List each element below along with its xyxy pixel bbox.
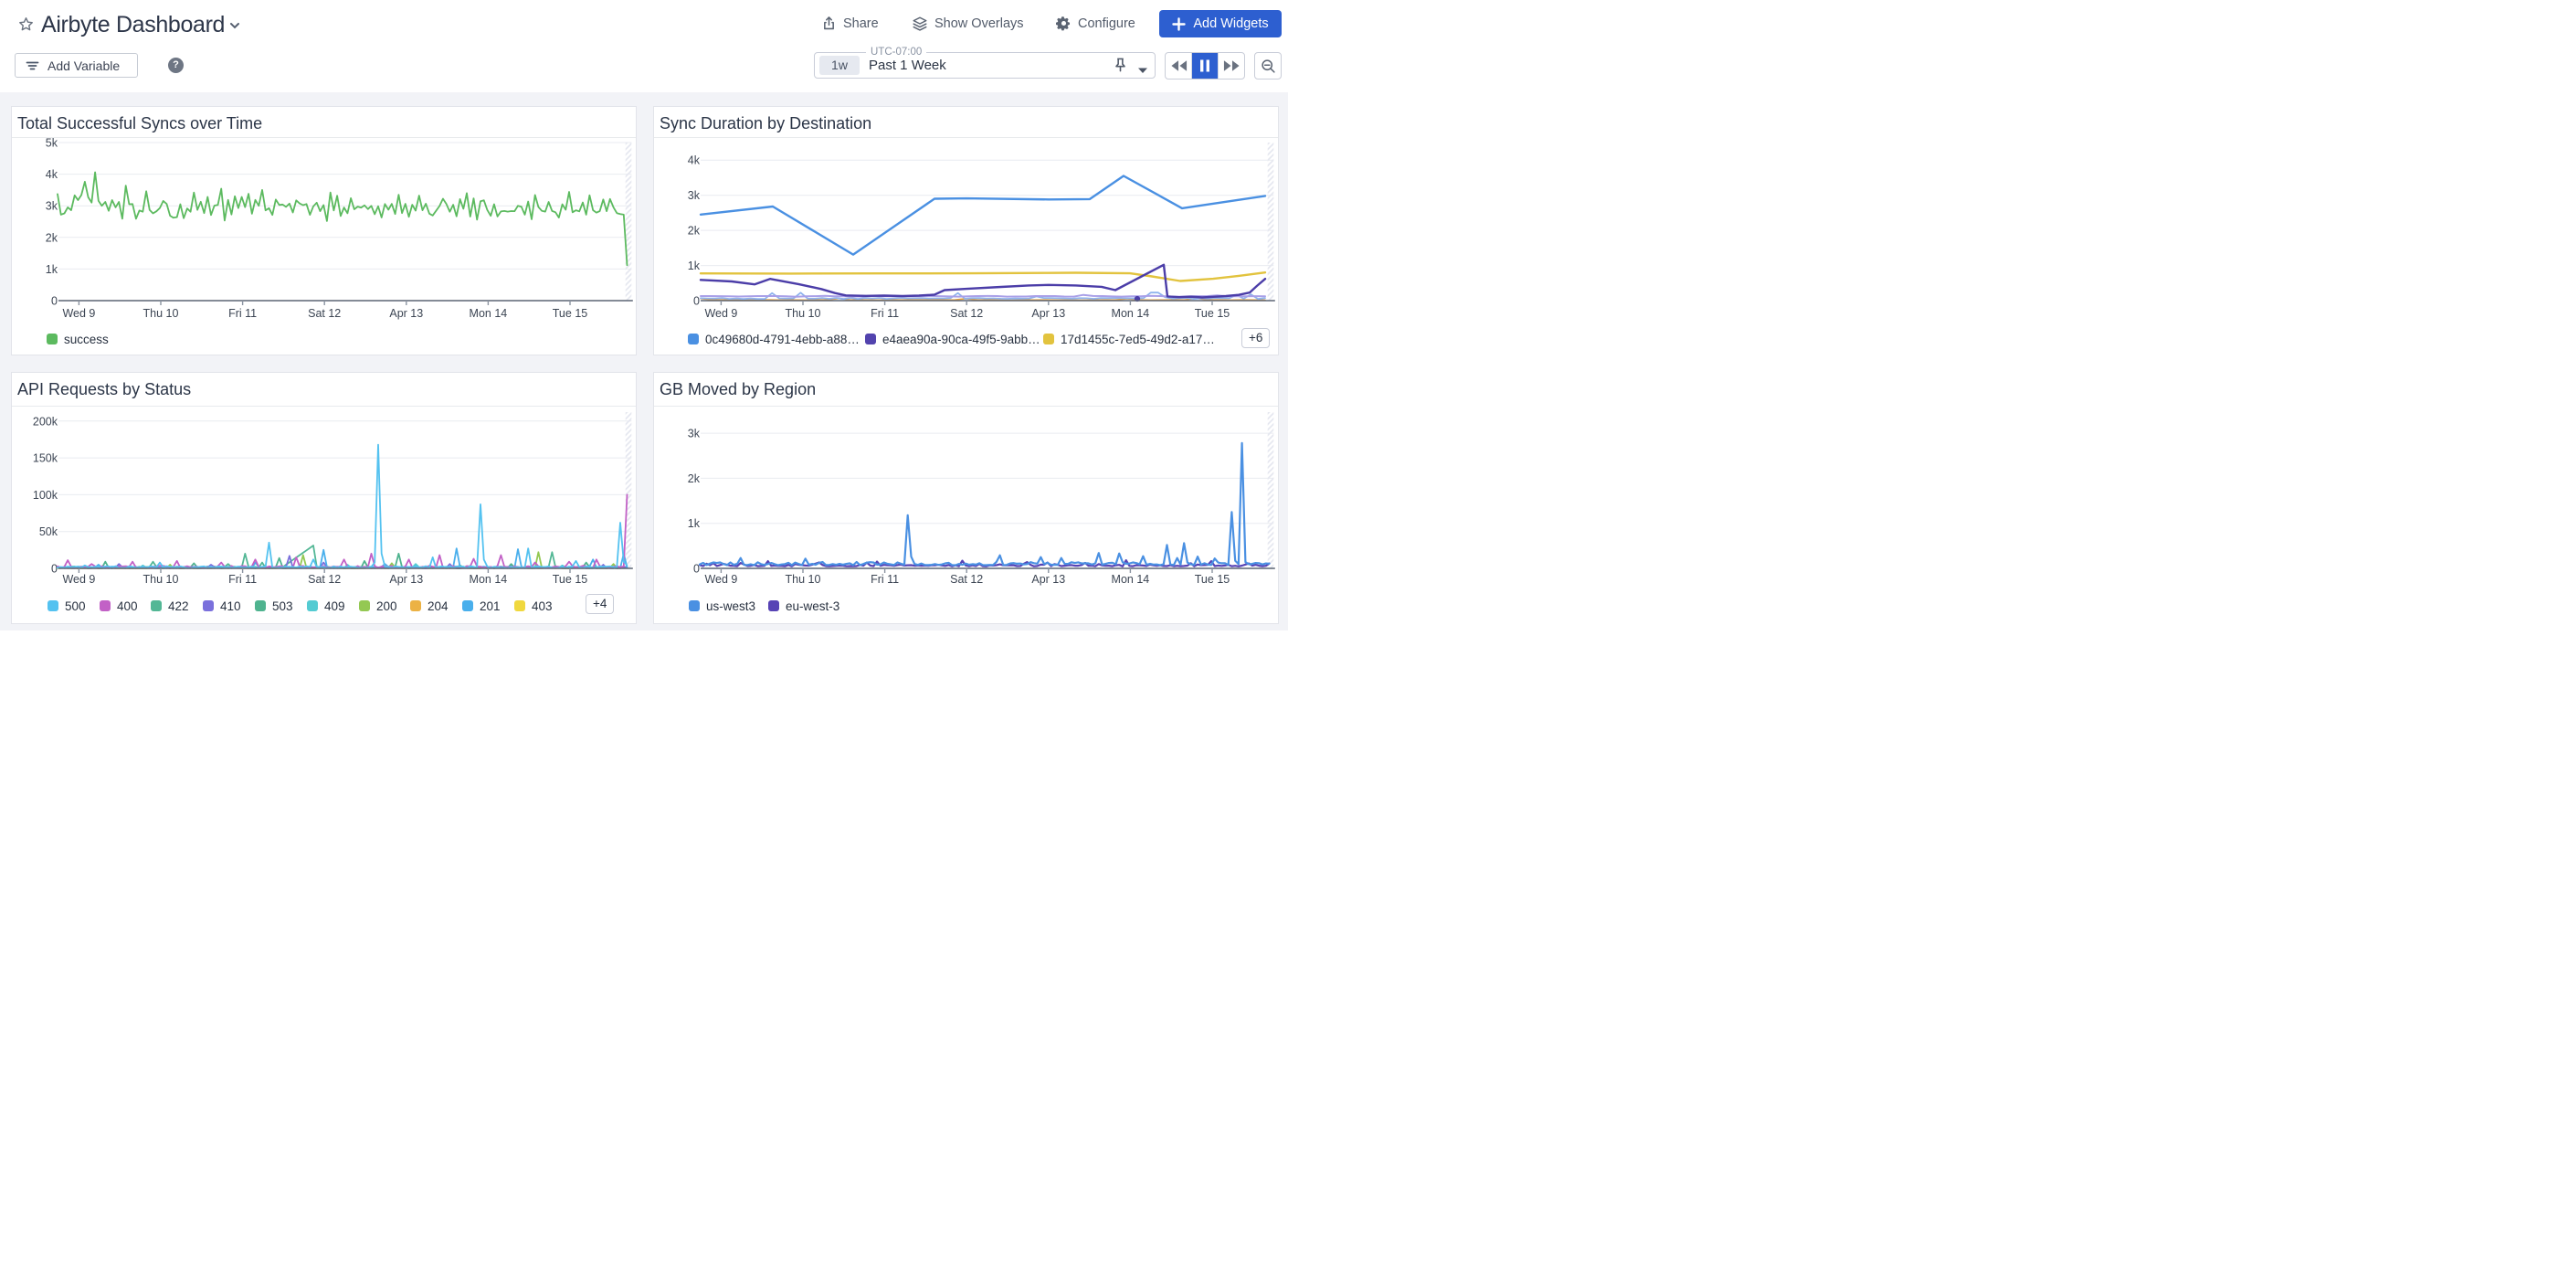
svg-text:100k: 100k: [33, 488, 58, 501]
svg-text:Apr 13: Apr 13: [1031, 307, 1065, 320]
svg-text:Mon 14: Mon 14: [1112, 307, 1150, 320]
svg-text:0: 0: [693, 295, 700, 308]
svg-text:Wed 9: Wed 9: [704, 307, 737, 320]
svg-text:200k: 200k: [33, 415, 58, 428]
svg-text:Fri 11: Fri 11: [871, 573, 899, 586]
svg-text:Tue 15: Tue 15: [1195, 307, 1230, 320]
svg-text:Fri 11: Fri 11: [228, 573, 257, 586]
svg-text:4k: 4k: [688, 154, 701, 167]
svg-text:2k: 2k: [688, 225, 701, 238]
svg-text:2k: 2k: [688, 472, 701, 484]
svg-text:Tue 15: Tue 15: [553, 573, 588, 586]
svg-text:Thu 10: Thu 10: [786, 573, 821, 586]
svg-text:Fri 11: Fri 11: [228, 307, 257, 320]
svg-text:Sat 12: Sat 12: [308, 307, 341, 320]
svg-text:Sat 12: Sat 12: [950, 307, 983, 320]
svg-text:Apr 13: Apr 13: [1031, 573, 1065, 586]
svg-text:150k: 150k: [33, 451, 58, 464]
svg-text:Fri 11: Fri 11: [871, 307, 899, 320]
svg-text:5k: 5k: [46, 138, 58, 150]
svg-text:3k: 3k: [688, 427, 701, 440]
svg-text:Mon 14: Mon 14: [1112, 573, 1150, 586]
svg-text:1k: 1k: [46, 263, 58, 276]
svg-text:2k: 2k: [46, 231, 58, 244]
svg-text:0: 0: [693, 562, 700, 575]
svg-text:Tue 15: Tue 15: [553, 307, 588, 320]
svg-text:Mon 14: Mon 14: [470, 573, 508, 586]
svg-text:1k: 1k: [688, 260, 701, 272]
svg-text:Mon 14: Mon 14: [470, 307, 508, 320]
svg-text:Thu 10: Thu 10: [786, 307, 821, 320]
svg-text:3k: 3k: [46, 200, 58, 213]
svg-text:0: 0: [51, 562, 58, 575]
svg-text:3k: 3k: [688, 189, 701, 202]
svg-text:4k: 4k: [46, 168, 58, 181]
svg-text:50k: 50k: [39, 525, 58, 538]
svg-text:Thu 10: Thu 10: [143, 573, 179, 586]
svg-text:Tue 15: Tue 15: [1195, 573, 1230, 586]
svg-text:0: 0: [51, 295, 58, 308]
svg-text:Thu 10: Thu 10: [143, 307, 179, 320]
svg-text:Wed 9: Wed 9: [62, 307, 95, 320]
svg-text:Apr 13: Apr 13: [389, 307, 423, 320]
svg-text:Sat 12: Sat 12: [308, 573, 341, 586]
svg-text:1k: 1k: [688, 517, 701, 530]
svg-text:Wed 9: Wed 9: [62, 573, 95, 586]
svg-text:Apr 13: Apr 13: [389, 573, 423, 586]
svg-text:Wed 9: Wed 9: [704, 573, 737, 586]
svg-text:Sat 12: Sat 12: [950, 573, 983, 586]
